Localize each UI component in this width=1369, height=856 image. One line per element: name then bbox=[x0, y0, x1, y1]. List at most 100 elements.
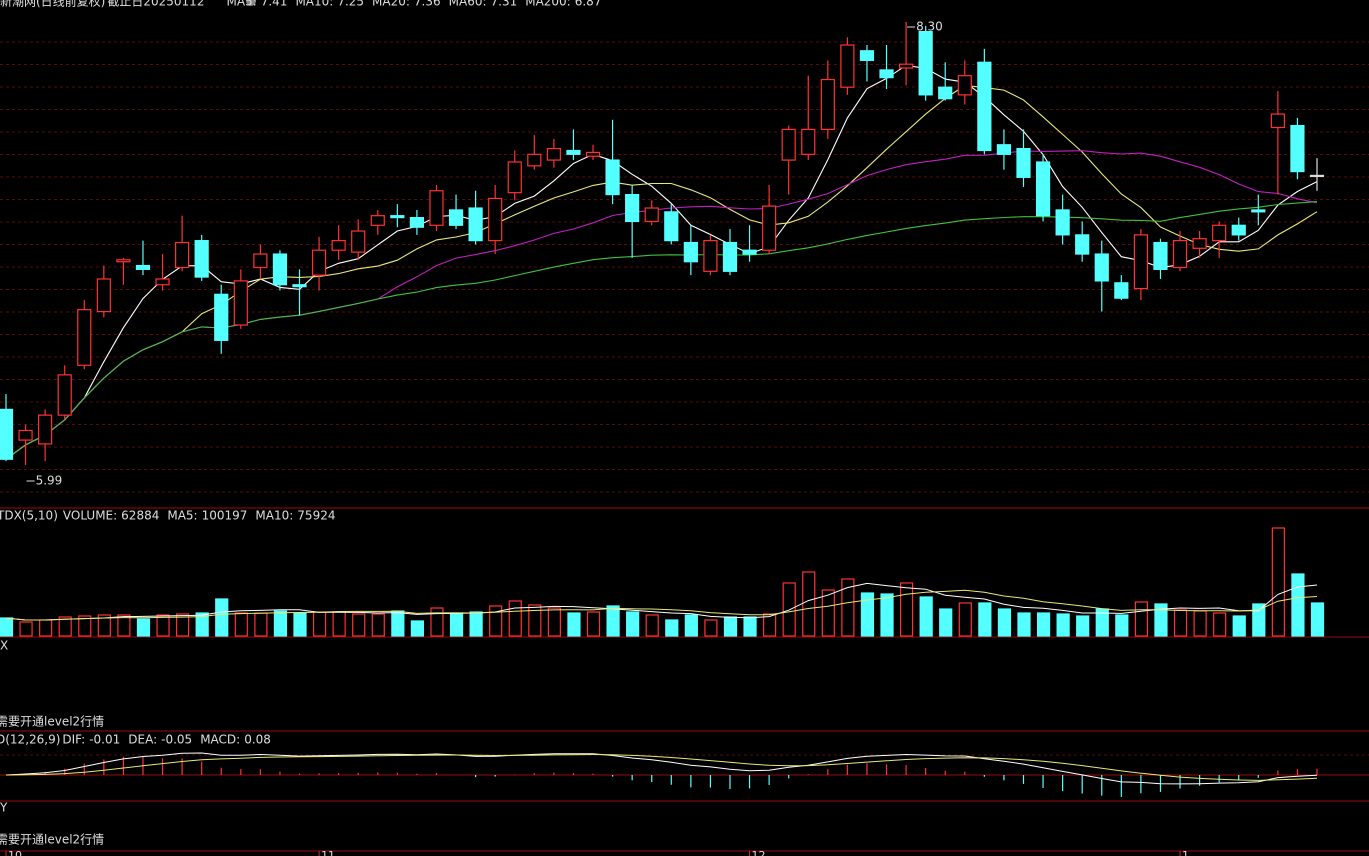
candle-body bbox=[292, 284, 307, 288]
legend-value: 62884 bbox=[121, 509, 159, 523]
candle-body bbox=[546, 147, 561, 161]
candle-body bbox=[742, 249, 757, 255]
candle-body bbox=[96, 278, 111, 313]
candle-body bbox=[1309, 174, 1325, 178]
volume-bar bbox=[1291, 573, 1305, 637]
legend-value: 75924 bbox=[297, 509, 335, 523]
candle-body bbox=[781, 128, 796, 161]
volume-bar bbox=[567, 612, 581, 637]
legend-label: DIF: bbox=[62, 733, 85, 747]
candle-body bbox=[879, 69, 894, 79]
legend-value: 7.25 bbox=[337, 0, 364, 9]
volume-bar bbox=[352, 613, 366, 637]
legend-label: MA200: bbox=[525, 0, 571, 9]
candle-body bbox=[0, 408, 14, 460]
candle-body bbox=[1212, 224, 1227, 242]
volume-bar bbox=[215, 598, 229, 637]
candle-body bbox=[820, 78, 835, 130]
volume-bar bbox=[1213, 612, 1227, 637]
candle-body bbox=[77, 309, 92, 366]
volume-bar bbox=[1173, 609, 1188, 637]
volume-ma-line bbox=[5, 582, 1318, 621]
candle-body bbox=[1016, 147, 1031, 178]
candle-body bbox=[390, 215, 405, 219]
legend-label: MA5: bbox=[226, 0, 256, 9]
volume-bar bbox=[1036, 612, 1051, 637]
volume-bar bbox=[723, 616, 738, 637]
volume-bar bbox=[1134, 601, 1148, 637]
volume-bar bbox=[626, 611, 640, 637]
volume-bar bbox=[156, 614, 170, 637]
legend-label: MA5: bbox=[167, 509, 197, 523]
volume-bar bbox=[430, 607, 444, 637]
legend-label: MA10: bbox=[255, 509, 293, 523]
volume-bar bbox=[78, 615, 92, 637]
candle-body bbox=[938, 86, 953, 100]
volume-bar bbox=[880, 593, 894, 637]
candle-body bbox=[311, 249, 327, 276]
ma-line bbox=[5, 150, 1318, 460]
candle-body bbox=[1153, 241, 1168, 270]
candle-body bbox=[1133, 234, 1148, 290]
candle-body bbox=[1172, 240, 1188, 269]
candle-body bbox=[155, 278, 170, 286]
legend-value: 0.08 bbox=[244, 733, 271, 747]
candle-body bbox=[722, 241, 738, 272]
candle-body bbox=[644, 207, 659, 223]
volume-bar bbox=[332, 611, 346, 637]
volume-bar bbox=[117, 614, 131, 637]
volume-bar bbox=[312, 611, 327, 637]
volume-bar bbox=[939, 608, 953, 637]
candle-body bbox=[351, 230, 366, 253]
legend-label: VOLUME: bbox=[63, 509, 117, 523]
volume-bar bbox=[19, 621, 33, 637]
candle-body bbox=[1270, 113, 1285, 129]
candle-body bbox=[233, 280, 248, 326]
volume-bar bbox=[645, 614, 659, 637]
candle-body bbox=[468, 207, 483, 242]
candle-body bbox=[488, 197, 503, 242]
volume-bar bbox=[508, 600, 522, 637]
volume-ma-line bbox=[5, 589, 1318, 621]
dea-line bbox=[5, 753, 1318, 781]
volume-bar bbox=[1232, 615, 1246, 637]
x-tick-label: 10 bbox=[8, 849, 22, 856]
volume-bar bbox=[547, 607, 561, 637]
candle-body bbox=[859, 50, 875, 61]
candle-body bbox=[116, 259, 131, 263]
x-tick-label: 1 bbox=[1182, 849, 1189, 856]
volume-bar bbox=[860, 592, 875, 637]
status-dot bbox=[246, 0, 256, 6]
candle-body bbox=[1231, 224, 1246, 236]
volume-bar bbox=[606, 605, 620, 637]
candle-body bbox=[507, 161, 522, 194]
candle-body bbox=[38, 414, 53, 445]
volume-bar bbox=[978, 602, 992, 637]
volume-bar bbox=[97, 614, 111, 637]
candle-body bbox=[566, 149, 581, 155]
legend-label: MA10: bbox=[295, 0, 333, 9]
volume-bar bbox=[410, 620, 425, 637]
candle-body bbox=[370, 215, 385, 226]
volume-bar bbox=[919, 596, 933, 637]
volume-bar bbox=[58, 616, 72, 637]
volume-bar bbox=[899, 582, 914, 637]
candle-body bbox=[625, 193, 640, 223]
volume-bar bbox=[1271, 527, 1285, 637]
candle-body bbox=[448, 209, 464, 226]
notice: 需要开通level2行情 bbox=[0, 715, 104, 729]
volume-bar bbox=[1115, 614, 1129, 637]
legend-label: DEA: bbox=[128, 733, 157, 747]
volume-bar bbox=[958, 602, 972, 637]
candle-body bbox=[977, 61, 992, 152]
volume-bar bbox=[821, 589, 835, 637]
volume-bar bbox=[1252, 603, 1266, 637]
volume-bar bbox=[1154, 603, 1168, 637]
candle-body bbox=[1114, 282, 1129, 299]
legend-label: MA60: bbox=[449, 0, 487, 9]
volume-bar bbox=[704, 619, 718, 637]
annotation-label: 5.99 bbox=[36, 474, 63, 488]
volume-bar bbox=[841, 578, 855, 637]
